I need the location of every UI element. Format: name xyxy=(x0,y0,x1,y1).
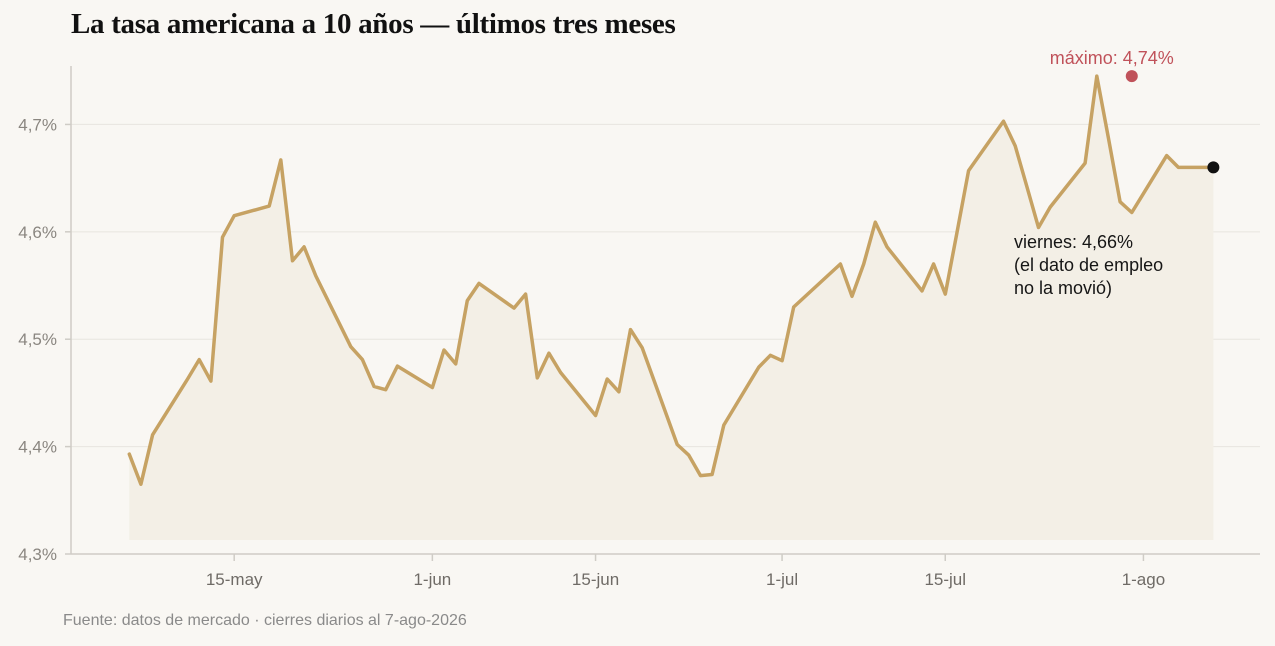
area-fill xyxy=(129,76,1214,540)
y-tick-label: 4,6% xyxy=(18,223,57,242)
last-value-annotation: viernes: 4,66% (el dato de empleo no la mo… xyxy=(1014,232,1163,298)
y-tick-label: 4,4% xyxy=(18,438,57,457)
max-marker xyxy=(1125,70,1138,83)
chart-title: La tasa americana a 10 años — últimos tr… xyxy=(71,8,676,40)
x-tick-label: 1-ago xyxy=(1122,570,1165,589)
axes xyxy=(65,66,1260,561)
y-tick-label: 4,7% xyxy=(18,115,57,134)
annotation-line: viernes: 4,66% xyxy=(1014,232,1133,252)
y-tick-label: 4,5% xyxy=(18,330,57,349)
x-tick-label: 15-jun xyxy=(572,570,619,589)
x-tick-label: 15-may xyxy=(206,570,263,589)
y-tick-label: 4,3% xyxy=(18,545,57,564)
x-tick-label: 15-jul xyxy=(924,570,966,589)
tick-labels: 4,3% 4,4% 4,5% 4,6% 4,7% 15-may 1-jun 15-jun 1-j… xyxy=(18,115,1165,589)
x-tick-label: 1-jun xyxy=(413,570,451,589)
series-line xyxy=(127,74,1216,486)
last-value-marker xyxy=(1207,161,1220,174)
x-tick-label: 1-jul xyxy=(766,570,798,589)
max-annotation: máximo: 4,74% xyxy=(1050,48,1174,68)
annotation-line: (el dato de empleo xyxy=(1014,255,1163,275)
annotation-line: no la movió) xyxy=(1014,278,1112,298)
source-note: Fuente: datos de mercado · cierres diari… xyxy=(63,612,467,629)
